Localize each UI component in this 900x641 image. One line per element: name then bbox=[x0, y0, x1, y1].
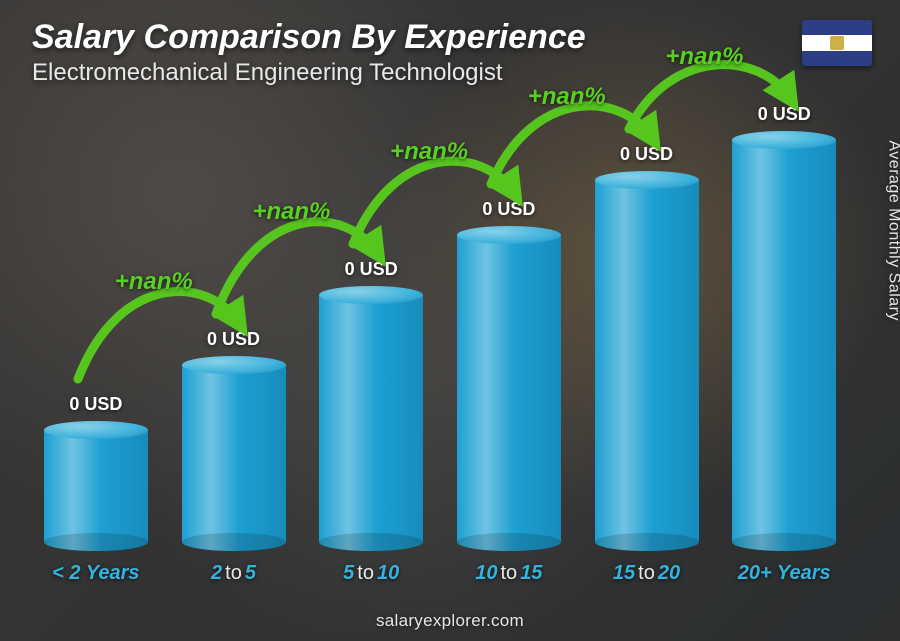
country-flag bbox=[802, 20, 872, 66]
bar-column: 0 USD 10to15 bbox=[447, 130, 571, 585]
bar-wrap: 0 USD bbox=[309, 259, 433, 550]
category-label: 20+ Years bbox=[738, 562, 831, 585]
bar-value-label: 0 USD bbox=[758, 104, 811, 125]
bar bbox=[595, 171, 699, 550]
bar-column: 0 USD < 2 Years bbox=[34, 130, 158, 585]
bar-wrap: 0 USD bbox=[722, 104, 846, 550]
bar-value-label: 0 USD bbox=[207, 329, 260, 350]
bar-value-label: 0 USD bbox=[620, 144, 673, 165]
bar-top-ellipse bbox=[44, 421, 148, 439]
bar bbox=[732, 131, 836, 550]
bar-top-ellipse bbox=[457, 226, 561, 244]
bar-column: 0 USD 15to20 bbox=[585, 130, 709, 585]
flag-stripe-top bbox=[802, 20, 872, 35]
bar-top-ellipse bbox=[595, 171, 699, 189]
bar-wrap: 0 USD bbox=[585, 144, 709, 550]
bar-body bbox=[595, 180, 699, 550]
bar-body bbox=[319, 295, 423, 550]
bar-body bbox=[182, 365, 286, 550]
bar-wrap: 0 USD bbox=[447, 199, 571, 550]
bar-body bbox=[732, 140, 836, 550]
bar-value-label: 0 USD bbox=[482, 199, 535, 220]
header: Salary Comparison By Experience Electrom… bbox=[32, 18, 790, 87]
flag-stripe-bot bbox=[802, 51, 872, 66]
bar-top-ellipse bbox=[182, 356, 286, 374]
bar-wrap: 0 USD bbox=[34, 394, 158, 550]
bar-body bbox=[457, 235, 561, 550]
bar bbox=[319, 286, 423, 550]
page-subtitle: Electromechanical Engineering Technologi… bbox=[32, 59, 790, 87]
increase-percent-label: +nan% bbox=[528, 83, 606, 111]
bar-body bbox=[44, 430, 148, 550]
category-label: 15to20 bbox=[613, 562, 680, 585]
bar-value-label: 0 USD bbox=[69, 394, 122, 415]
chart-stage: Salary Comparison By Experience Electrom… bbox=[0, 0, 900, 641]
bar-top-ellipse bbox=[732, 131, 836, 149]
bar bbox=[44, 421, 148, 550]
bar-column: 0 USD 5to10 bbox=[309, 130, 433, 585]
category-label: 5to10 bbox=[343, 562, 399, 585]
bar-column: 0 USD20+ Years bbox=[722, 130, 846, 585]
bar-chart: 0 USD < 2 Years 0 USD 2to5 0 USD 5to10 0 USD 10… bbox=[34, 130, 846, 585]
category-label: 2to5 bbox=[211, 562, 256, 585]
category-label: 10to15 bbox=[475, 562, 542, 585]
flag-emblem bbox=[830, 36, 844, 50]
bar bbox=[182, 356, 286, 550]
bar-top-ellipse bbox=[319, 286, 423, 304]
footer-attribution: salaryexplorer.com bbox=[0, 611, 900, 631]
bar-wrap: 0 USD bbox=[172, 329, 296, 550]
category-label: < 2 Years bbox=[52, 562, 139, 585]
bar bbox=[457, 226, 561, 550]
bar-column: 0 USD 2to5 bbox=[172, 130, 296, 585]
bar-value-label: 0 USD bbox=[345, 259, 398, 280]
y-axis-label: Average Monthly Salary bbox=[885, 140, 900, 321]
page-title: Salary Comparison By Experience bbox=[32, 18, 790, 57]
